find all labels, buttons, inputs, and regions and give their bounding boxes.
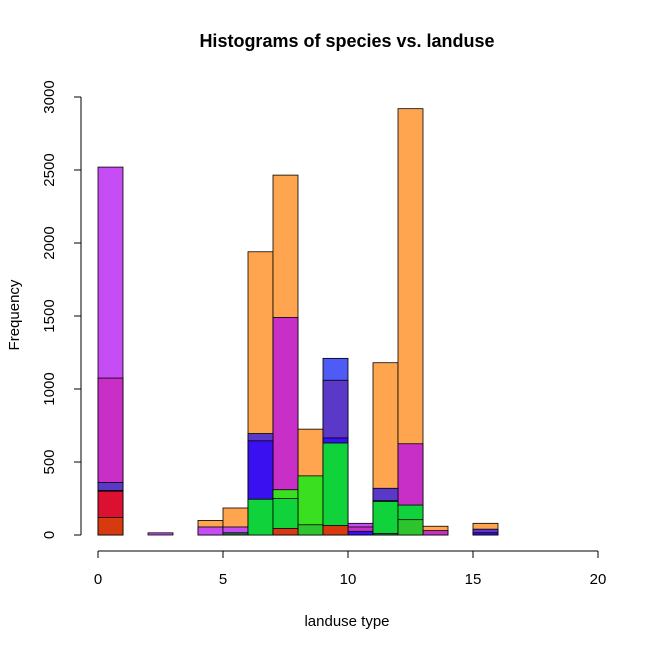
y-tick-label: 0 — [41, 531, 58, 539]
x-tick-label: 0 — [94, 571, 102, 588]
histogram-bar — [397, 519, 424, 536]
chart-title: Histograms of species vs. landuse — [199, 31, 494, 51]
histogram-bar — [272, 528, 299, 536]
y-axis-label: Frequency — [6, 279, 23, 350]
histogram-bar — [322, 525, 349, 536]
histogram-bars — [97, 108, 499, 536]
x-tick-label: 5 — [219, 571, 227, 588]
x-axis: 0 5 10 15 20 — [94, 550, 607, 588]
x-axis-label: landuse type — [304, 613, 389, 630]
x-tick-label: 10 — [340, 571, 357, 588]
y-tick-label: 2000 — [41, 226, 58, 259]
histogram-bar — [322, 442, 349, 536]
y-tick-label: 2500 — [41, 153, 58, 186]
histogram-bar — [472, 532, 499, 536]
histogram-bar — [422, 530, 449, 536]
y-tick-label: 1000 — [41, 372, 58, 405]
x-tick-label: 15 — [465, 571, 482, 588]
histogram-bar — [372, 501, 399, 536]
histogram-bar — [372, 533, 399, 536]
x-tick-label: 20 — [590, 571, 607, 588]
y-tick-label: 3000 — [41, 80, 58, 113]
histogram-bar — [197, 526, 224, 536]
histogram-bar — [297, 524, 324, 536]
histogram-bar — [147, 532, 174, 536]
histogram-bar — [347, 530, 374, 536]
y-axis: 0 500 1000 1500 2000 2500 3000 — [41, 80, 82, 539]
y-tick-label: 500 — [41, 449, 58, 474]
histogram-bar — [97, 517, 124, 536]
histogram-bar — [247, 498, 274, 536]
y-tick-label: 1500 — [41, 299, 58, 332]
histogram-bar — [222, 532, 249, 536]
